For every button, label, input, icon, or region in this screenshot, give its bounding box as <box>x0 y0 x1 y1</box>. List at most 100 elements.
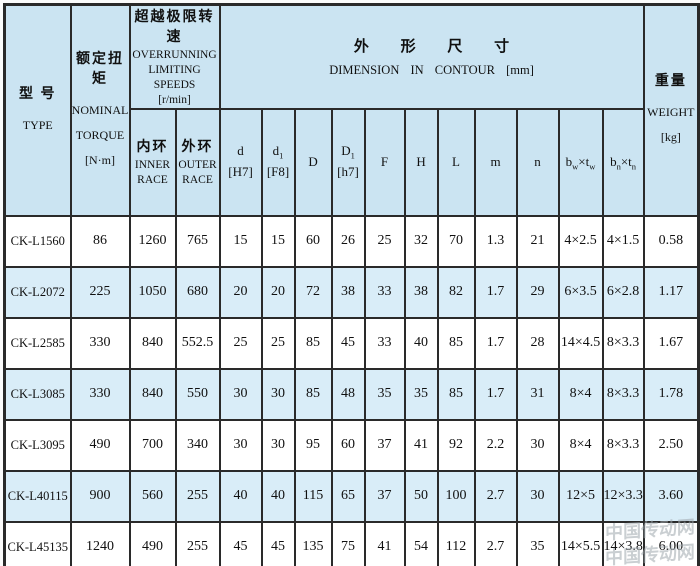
cell-m: 2.7 <box>473 469 518 523</box>
cell-n: 35 <box>515 520 560 566</box>
cell-model: CK-L2072 <box>3 265 72 319</box>
table-body: CK-L1560 86 1260 765 15 15 60 26 25 32 70 1.3 21 4×2.… <box>3 214 700 566</box>
cell-d-major: 85 <box>293 367 333 421</box>
type-label-zh: 型 号 <box>19 86 57 102</box>
cell-bn-tn: 12×3.3 <box>601 469 645 523</box>
cell-bn-tn: 8×3.3 <box>601 316 645 370</box>
cell-d1: 15 <box>260 214 296 268</box>
cell-l: 112 <box>436 520 476 566</box>
outer-race-label-zh: 外环 <box>181 140 214 156</box>
cell-d1-major: 65 <box>330 469 366 523</box>
cell-model: CK-L2585 <box>3 316 72 370</box>
dimension-label-zh: 外 形 尺 寸 <box>353 39 524 56</box>
cell-bn-tn: 6×2.8 <box>601 265 645 319</box>
cell-outer-race: 550 <box>174 367 221 421</box>
cell-m: 1.3 <box>473 214 518 268</box>
cell-d1: 30 <box>260 367 296 421</box>
weight-label-en: WEIGHT [kg] <box>647 105 695 145</box>
cell-d: 40 <box>218 469 263 523</box>
col-header-bn-tn: bn×tn <box>601 107 645 217</box>
cell-l: 85 <box>436 367 476 421</box>
cell-weight: 1.78 <box>642 367 700 421</box>
cell-h: 50 <box>403 469 439 523</box>
col-header-l: L <box>436 107 476 217</box>
overrunning-label-en: OVERRUNNING LIMITING SPEEDS [r/min] <box>132 49 217 106</box>
cell-l: 92 <box>436 418 476 472</box>
cell-outer-race: 340 <box>174 418 221 472</box>
cell-bw-tw: 12×5 <box>557 469 604 523</box>
col-header-d1-f8: d1 [F8] <box>260 107 296 217</box>
cell-d-major: 72 <box>293 265 333 319</box>
cell-n: 28 <box>515 316 560 370</box>
col-header-dimension: 外 形 尺 寸 DIMENSION IN CONTOUR [mm] <box>218 3 645 110</box>
cell-model: CK-L45135 <box>3 520 72 566</box>
cell-l: 70 <box>436 214 476 268</box>
cell-l: 82 <box>436 265 476 319</box>
weight-label-zh: 重量 <box>654 74 687 90</box>
col-header-inner-race: 内环 INNER RACE <box>128 107 177 217</box>
col-header-type: 型 号 TYPE <box>3 3 72 217</box>
cell-n: 29 <box>515 265 560 319</box>
cell-torque: 1240 <box>69 520 131 566</box>
cell-d-major: 115 <box>293 469 333 523</box>
cell-weight: 1.17 <box>642 265 700 319</box>
col-header-outer-race: 外环 OUTER RACE <box>174 107 221 217</box>
cell-n: 21 <box>515 214 560 268</box>
table-header: 型 号 TYPE 额定扭矩 NOMINAL TORQUE [N·m] 超越极限转… <box>3 3 700 217</box>
cell-bn-tn: 8×3.3 <box>601 367 645 421</box>
cell-inner-race: 1260 <box>128 214 177 268</box>
cell-inner-race: 560 <box>128 469 177 523</box>
cell-bw-tw: 14×4.5 <box>557 316 604 370</box>
cell-torque: 900 <box>69 469 131 523</box>
torque-label-zh: 额定扭矩 <box>76 51 124 87</box>
cell-inner-race: 1050 <box>128 265 177 319</box>
cell-outer-race: 255 <box>174 520 221 566</box>
cell-bw-tw: 6×3.5 <box>557 265 604 319</box>
cell-d-major: 85 <box>293 316 333 370</box>
cell-d-major: 135 <box>293 520 333 566</box>
col-header-m: m <box>473 107 518 217</box>
cell-bw-tw: 8×4 <box>557 418 604 472</box>
overrunning-label-zh: 超越极限转速 <box>134 10 215 45</box>
cell-bw-tw: 14×5.5 <box>557 520 604 566</box>
col-header-f: F <box>363 107 406 217</box>
cell-bw-tw: 8×4 <box>557 367 604 421</box>
col-header-d-major: D <box>293 107 333 217</box>
cell-m: 2.2 <box>473 418 518 472</box>
cell-h: 35 <box>403 367 439 421</box>
inner-race-label-zh: 内环 <box>136 140 169 156</box>
cell-n: 30 <box>515 418 560 472</box>
cell-weight: 1.67 <box>642 316 700 370</box>
cell-d1-major: 26 <box>330 214 366 268</box>
cell-d: 25 <box>218 316 263 370</box>
col-header-overrunning-speeds: 超越极限转速 OVERRUNNING LIMITING SPEEDS [r/mi… <box>128 3 221 110</box>
cell-d-major: 60 <box>293 214 333 268</box>
cell-bn-tn: 14×3.8 <box>601 520 645 566</box>
cell-bn-tn: 4×1.5 <box>601 214 645 268</box>
cell-d1: 40 <box>260 469 296 523</box>
table-row: CK-L45135 1240 490 255 45 45 135 75 41 54 112 2.7 35… <box>3 520 700 566</box>
cell-model: CK-L3095 <box>3 418 72 472</box>
table-row: CK-L2585 330 840 552.5 25 25 85 45 33 40 85 1.7 28 14… <box>3 316 700 370</box>
cell-torque: 330 <box>69 316 131 370</box>
dimension-label-en: DIMENSION IN CONTOUR [mm] <box>329 63 534 78</box>
cell-d1: 30 <box>260 418 296 472</box>
cell-m: 1.7 <box>473 367 518 421</box>
col-header-torque: 额定扭矩 NOMINAL TORQUE [N·m] <box>69 3 131 217</box>
cell-l: 85 <box>436 316 476 370</box>
cell-model: CK-L40115 <box>3 469 72 523</box>
cell-h: 40 <box>403 316 439 370</box>
cell-d: 30 <box>218 418 263 472</box>
outer-race-label-en: OUTER RACE <box>178 159 217 187</box>
cell-outer-race: 765 <box>174 214 221 268</box>
torque-label-en: NOMINAL TORQUE [N·m] <box>71 102 129 167</box>
cell-d: 15 <box>218 214 263 268</box>
table-row: CK-L1560 86 1260 765 15 15 60 26 25 32 70 1.3 21 4×2.… <box>3 214 700 268</box>
cell-f: 33 <box>363 316 406 370</box>
cell-torque: 330 <box>69 367 131 421</box>
cell-h: 32 <box>403 214 439 268</box>
cell-m: 1.7 <box>473 316 518 370</box>
cell-model: CK-L3085 <box>3 367 72 421</box>
cell-bn-tn: 8×3.3 <box>601 418 645 472</box>
cell-h: 38 <box>403 265 439 319</box>
